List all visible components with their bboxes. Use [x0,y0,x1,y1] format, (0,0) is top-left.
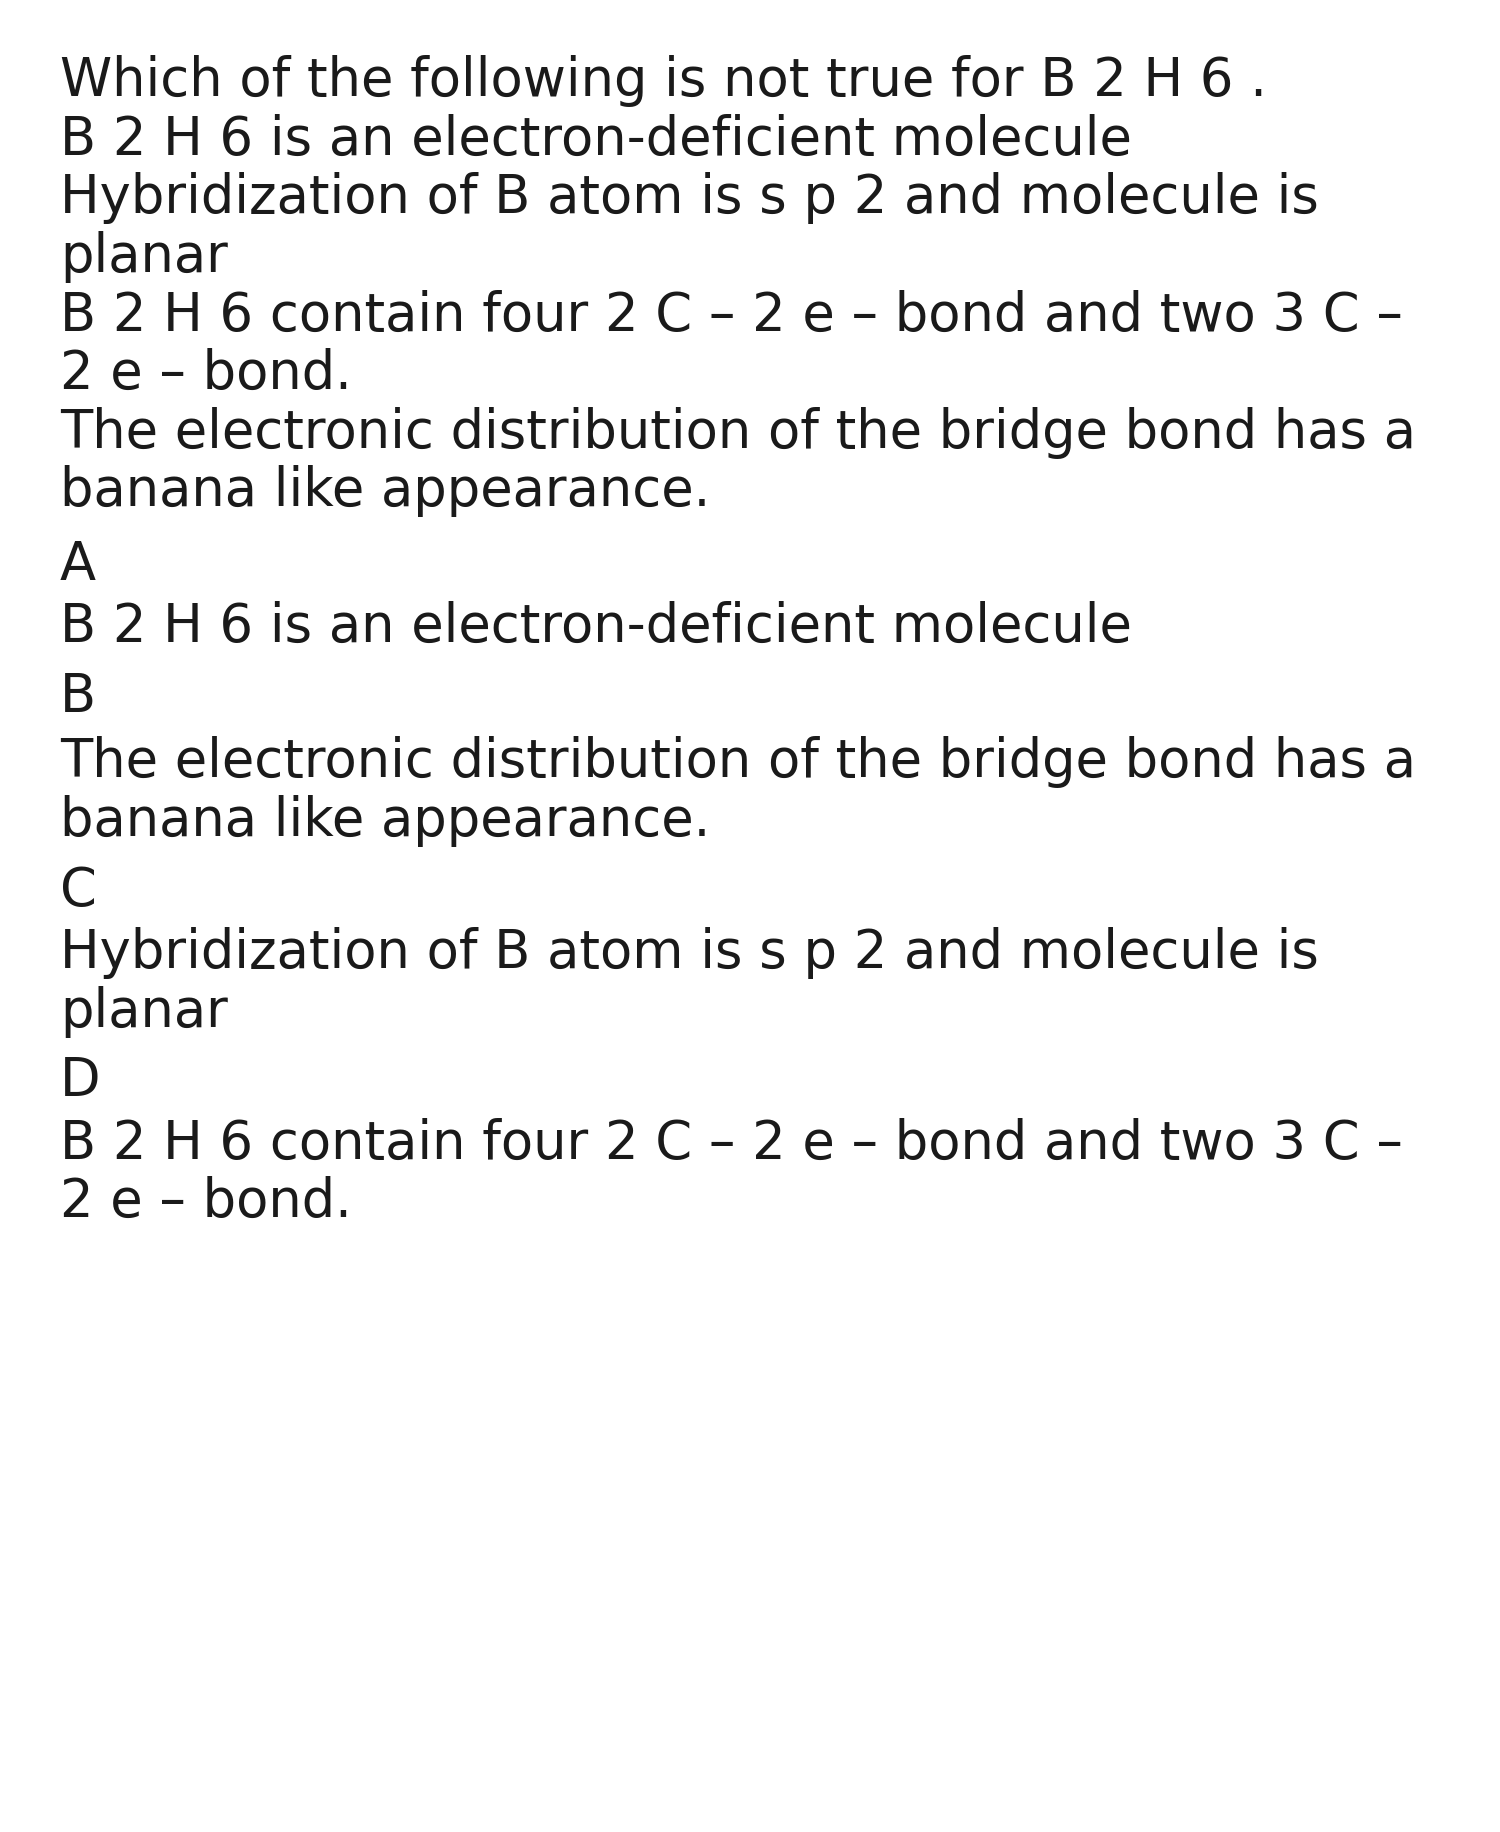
Text: C: C [60,865,98,916]
Text: D: D [60,1055,100,1107]
Text: The electronic distribution of the bridge bond has a: The electronic distribution of the bridg… [60,736,1416,788]
Text: Hybridization of B atom is s p 2 and molecule is: Hybridization of B atom is s p 2 and mol… [60,172,1318,224]
Text: B 2 H 6 is an electron-deficient molecule: B 2 H 6 is an electron-deficient molecul… [60,601,1132,652]
Text: planar: planar [60,231,228,282]
Text: A: A [60,539,96,590]
Text: 2 e – bond.: 2 e – bond. [60,1176,352,1227]
Text: The electronic distribution of the bridge bond has a: The electronic distribution of the bridg… [60,407,1416,458]
Text: B: B [60,671,96,722]
Text: banana like appearance.: banana like appearance. [60,465,711,517]
Text: planar: planar [60,986,228,1037]
Text: B 2 H 6 contain four 2 C – 2 e – bond and two 3 C –: B 2 H 6 contain four 2 C – 2 e – bond an… [60,289,1402,341]
Text: banana like appearance.: banana like appearance. [60,795,711,846]
Text: Which of the following is not true for B 2 H 6 .: Which of the following is not true for B… [60,55,1268,106]
Text: 2 e – bond.: 2 e – bond. [60,348,352,399]
Text: B 2 H 6 is an electron-deficient molecule: B 2 H 6 is an electron-deficient molecul… [60,114,1132,165]
Text: Hybridization of B atom is s p 2 and molecule is: Hybridization of B atom is s p 2 and mol… [60,927,1318,978]
Text: B 2 H 6 contain four 2 C – 2 e – bond and two 3 C –: B 2 H 6 contain four 2 C – 2 e – bond an… [60,1118,1402,1169]
